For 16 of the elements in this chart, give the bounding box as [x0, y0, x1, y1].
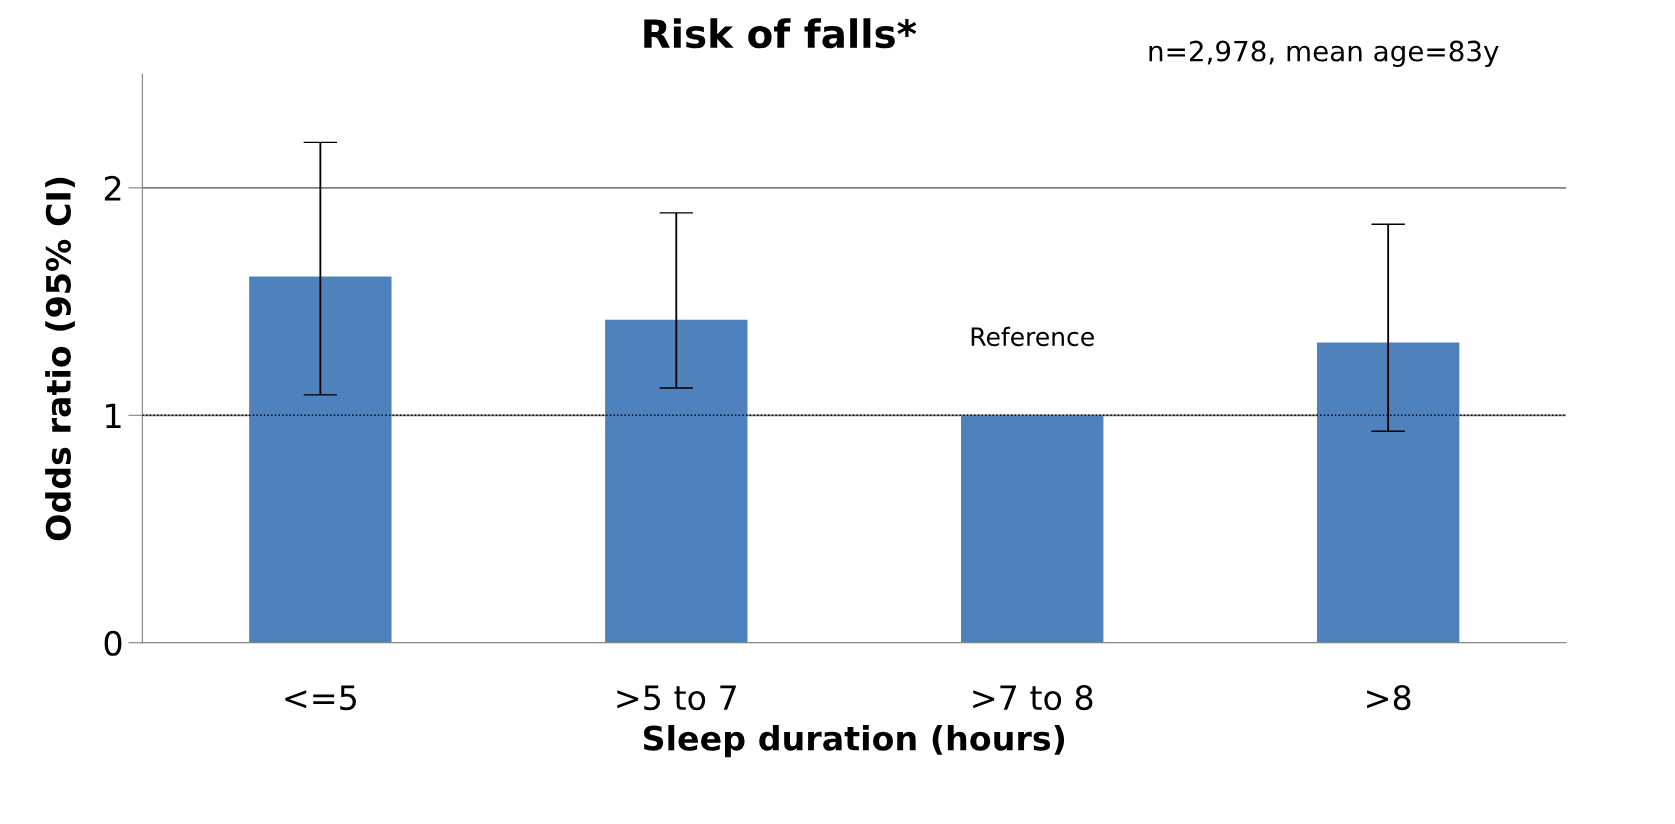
y-tick-label: 1 [106, 403, 121, 428]
bar [605, 319, 748, 643]
x-tick-label: <=5 [285, 685, 356, 711]
y-tick-label: 0 [104, 630, 122, 656]
x-axis-title: Sleep duration (hours) [643, 724, 1065, 758]
x-tick-label: >7 to 8 [973, 684, 1093, 711]
bar [961, 415, 1104, 643]
y-tick-label: 2 [104, 175, 121, 201]
bar [1316, 342, 1460, 643]
y-axis-title: Odds ratio (95% CI) [45, 177, 75, 541]
chart-subtitle: n=2,978, mean age=83y [1149, 40, 1499, 67]
x-tick-label: >5 to 7 [617, 685, 736, 711]
x-tick-label: >8 [1367, 684, 1411, 711]
bar [249, 276, 392, 643]
annotation: Reference [971, 326, 1094, 347]
chart-title: Risk of falls* [644, 18, 917, 49]
